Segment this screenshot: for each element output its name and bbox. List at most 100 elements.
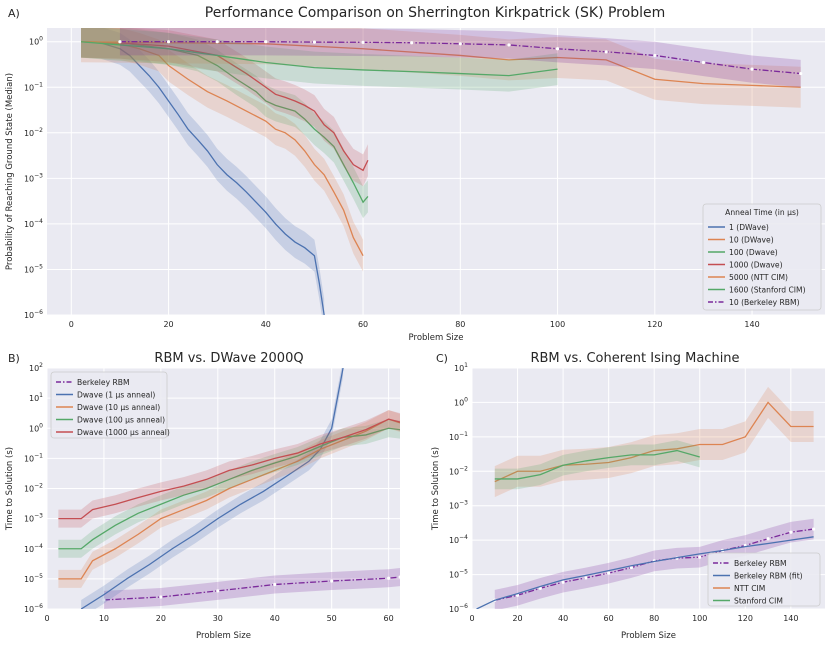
series-line bbox=[81, 41, 369, 172]
legend-entry: 1 (DWave) bbox=[729, 223, 769, 232]
y-tick-label: 10−3 bbox=[24, 172, 43, 183]
confidence-band bbox=[81, 28, 801, 108]
chart-title: Performance Comparison on Sherrington Ki… bbox=[205, 5, 665, 21]
data-point bbox=[159, 595, 163, 599]
data-point bbox=[701, 60, 706, 65]
series-line bbox=[81, 41, 369, 204]
y-tick-label: 10−6 bbox=[449, 603, 468, 614]
legend-entry: Berkeley RBM bbox=[77, 378, 130, 387]
legend: Berkeley RBM Berkeley RBM (fit) NTT CIM Sta… bbox=[707, 552, 821, 607]
series-line bbox=[81, 41, 801, 88]
legend: Anneal Time (in μs) 1 (DWave) 10 (DWave) 10… bbox=[702, 203, 822, 311]
panel-label: A) bbox=[8, 7, 20, 20]
data-point bbox=[507, 43, 511, 47]
x-tick-label: 80 bbox=[649, 614, 659, 623]
data-point bbox=[264, 40, 268, 44]
series-ntt-cim bbox=[494, 386, 814, 498]
chart-title: RBM vs. DWave 2000Q bbox=[154, 351, 303, 366]
legend-entry: Dwave (100 μs anneal) bbox=[77, 416, 165, 425]
x-tick-label: 10 bbox=[99, 614, 109, 623]
legend-entry: 1600 (Stanford CIM) bbox=[729, 286, 806, 295]
x-tick-label: 140 bbox=[744, 320, 759, 329]
y-tick-label: 10−1 bbox=[24, 81, 43, 92]
x-axis-label: Problem Size bbox=[409, 333, 464, 343]
y-tick-label: 10−2 bbox=[449, 465, 468, 476]
x-axis-label: Problem Size bbox=[196, 631, 251, 641]
series-line bbox=[58, 418, 400, 520]
x-tick-label: 120 bbox=[647, 320, 662, 329]
confidence-band bbox=[58, 410, 400, 528]
y-tick-label: 100 bbox=[29, 422, 43, 433]
confidence-band bbox=[58, 410, 400, 588]
confidence-band bbox=[81, 28, 558, 92]
data-point bbox=[604, 50, 608, 54]
x-tick-label: 40 bbox=[261, 320, 271, 329]
plot-content bbox=[476, 386, 816, 609]
legend-title: Anneal Time (in μs) bbox=[725, 208, 799, 217]
confidence-band bbox=[81, 28, 368, 219]
x-tick-label: 30 bbox=[213, 614, 223, 623]
series-line bbox=[80, 368, 344, 609]
data-point bbox=[118, 40, 122, 44]
confidence-band bbox=[494, 440, 700, 490]
x-tick-label: 0 bbox=[44, 614, 49, 623]
x-tick-label: 20 bbox=[163, 320, 173, 329]
y-tick-label: 10−1 bbox=[449, 431, 468, 442]
data-point bbox=[766, 537, 770, 541]
panel-a: 0 20 40 60 80 100 120 140 10−6 10−5 10−4 10−3 10−2 10… bbox=[5, 5, 825, 343]
x-tick-label: 120 bbox=[738, 614, 753, 623]
plot-content bbox=[58, 368, 400, 609]
confidence-band bbox=[119, 28, 801, 88]
series-100-dwave bbox=[81, 28, 369, 219]
legend-box bbox=[707, 552, 821, 607]
y-axis-label: Time to Solution (s) bbox=[431, 447, 441, 531]
x-tick-label: 0 bbox=[469, 614, 474, 623]
y-tick-label: 100 bbox=[29, 36, 43, 47]
x-tick-label: 0 bbox=[69, 320, 74, 329]
series-10-dwave bbox=[81, 28, 364, 272]
confidence-band bbox=[58, 419, 400, 558]
data-point bbox=[555, 47, 560, 51]
series-line bbox=[119, 41, 801, 75]
data-point bbox=[410, 41, 414, 45]
series-1-dwave bbox=[81, 28, 325, 315]
y-tick-label: 10−4 bbox=[449, 534, 468, 545]
panel-b: 0 10 20 30 40 50 60 10−6 10−5 10−4 10−3 10−2 10−1 100… bbox=[5, 351, 400, 641]
x-axis-label: Problem Size bbox=[621, 631, 676, 641]
legend-entry: 1000 (Dwave) bbox=[729, 261, 783, 270]
legend-box bbox=[702, 203, 822, 311]
series-line bbox=[58, 427, 400, 550]
x-tick-label: 50 bbox=[327, 614, 337, 623]
series-dwave-100-s-anneal bbox=[58, 419, 400, 558]
series-dwave-1-s-anneal bbox=[80, 368, 344, 609]
legend-entry: 10 (Berkeley RBM) bbox=[729, 298, 800, 307]
data-point bbox=[584, 576, 588, 580]
chart-title: RBM vs. Coherent Ising Machine bbox=[530, 351, 739, 366]
x-tick-label: 20 bbox=[156, 614, 166, 623]
x-tick-label: 100 bbox=[692, 614, 707, 623]
y-tick-label: 102 bbox=[29, 362, 43, 373]
confidence-band bbox=[103, 568, 400, 609]
data-point bbox=[312, 40, 317, 44]
y-tick-label: 10−1 bbox=[24, 452, 43, 463]
confidence-band bbox=[494, 518, 814, 609]
series-5000-ntt-cim bbox=[81, 28, 801, 108]
legend-entry: Dwave (1 μs anneal) bbox=[77, 391, 155, 400]
data-point bbox=[789, 530, 793, 534]
y-axis-label: Probability of Reaching Ground State (Me… bbox=[5, 73, 15, 270]
series-line bbox=[494, 401, 814, 483]
panel-label: B) bbox=[8, 352, 20, 365]
y-tick-label: 100 bbox=[454, 396, 468, 407]
data-point bbox=[698, 555, 702, 559]
y-tick-label: 10−2 bbox=[24, 483, 43, 494]
series-dwave-1000-s-anneal bbox=[58, 410, 400, 528]
data-point bbox=[102, 598, 106, 602]
series-1600-stanford-cim bbox=[80, 28, 558, 92]
series-line bbox=[81, 41, 364, 257]
legend: Berkeley RBM Dwave (1 μs anneal) Dwave (10… bbox=[50, 371, 170, 439]
x-tick-label: 40 bbox=[558, 614, 568, 623]
series-line bbox=[80, 41, 558, 77]
legend-entry: Dwave (1000 μs anneal) bbox=[77, 428, 170, 437]
series-stanford-cim bbox=[494, 440, 700, 490]
y-tick-label: 10−2 bbox=[24, 127, 43, 138]
